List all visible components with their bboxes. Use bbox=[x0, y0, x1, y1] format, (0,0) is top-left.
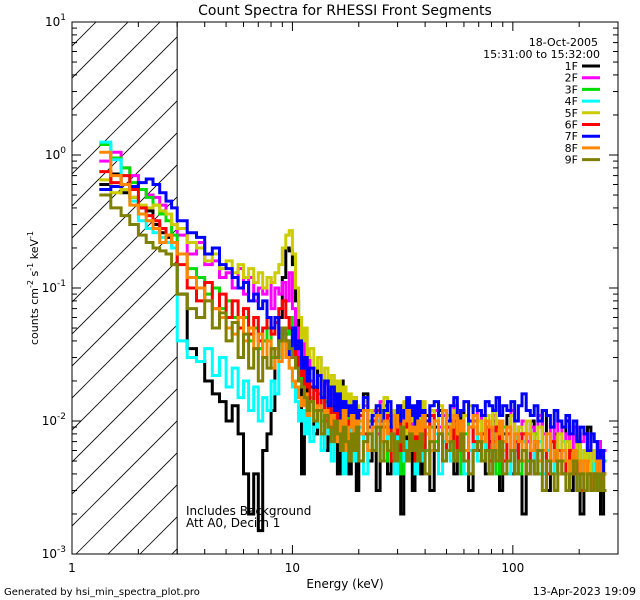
x-tick-label: 1 bbox=[68, 561, 76, 575]
x-tick-label: 100 bbox=[501, 561, 524, 575]
hatch-line bbox=[72, 68, 178, 175]
timestamp-footer: 13-Apr-2023 19:09 bbox=[533, 585, 636, 598]
legend-label-1F: 1F bbox=[565, 60, 578, 73]
series-7F bbox=[99, 177, 607, 476]
x-tick-label: 10 bbox=[285, 561, 300, 575]
y-axis-label-sup1: -2 bbox=[26, 280, 35, 288]
legend-label-7F: 7F bbox=[565, 130, 578, 143]
y-tick-label: 101 bbox=[45, 13, 66, 29]
hatch-line bbox=[72, 22, 161, 111]
legend-label-5F: 5F bbox=[565, 107, 578, 120]
y-axis-label-end: keV bbox=[28, 239, 41, 263]
legend-label-8F: 8F bbox=[565, 142, 578, 155]
y-axis-label-base: counts cm bbox=[28, 288, 41, 345]
series-9F bbox=[99, 193, 607, 492]
y-axis-label-sup3: -1 bbox=[26, 231, 35, 239]
y-tick-label: 10-3 bbox=[42, 545, 66, 561]
hatch-line bbox=[72, 228, 178, 335]
legend-label-9F: 9F bbox=[565, 154, 578, 167]
attenuator-note: Att A0, Decim 1 bbox=[186, 516, 280, 530]
chart-title: Count Spectra for RHESSI Front Segments bbox=[198, 3, 492, 19]
hatch-line bbox=[72, 196, 178, 303]
legend-label-6F: 6F bbox=[565, 119, 578, 132]
axis-tick-labels: 1 10 100 101 100 10-1 10-2 10-3 bbox=[42, 13, 525, 575]
time-range-label: 15:31:00 to 15:32:00 bbox=[483, 48, 600, 61]
y-axis-label-mid: s bbox=[28, 270, 41, 279]
series-layer bbox=[99, 140, 607, 533]
y-tick-label: 10-2 bbox=[42, 412, 66, 428]
y-axis-label-sup2: -1 bbox=[26, 263, 35, 271]
generated-by-footer: Generated by hsi_min_spectra_plot.pro bbox=[4, 587, 200, 598]
series-1F bbox=[99, 172, 607, 533]
legend-label-3F: 3F bbox=[565, 83, 578, 96]
y-tick-label: 100 bbox=[45, 146, 66, 162]
series-5F bbox=[99, 178, 607, 476]
background-note: Includes Background bbox=[186, 504, 311, 518]
y-tick-label: 10-1 bbox=[42, 279, 66, 295]
axis-ticks bbox=[71, 22, 619, 555]
legend-label-2F: 2F bbox=[565, 72, 578, 85]
hatch-line bbox=[72, 420, 178, 527]
legend-label-4F: 4F bbox=[565, 95, 578, 108]
hatch-line bbox=[72, 260, 178, 367]
date-label: 18-Oct-2005 bbox=[529, 36, 598, 49]
hatch-line bbox=[72, 388, 178, 495]
x-axis-label: Energy (keV) bbox=[306, 577, 383, 591]
series-8F bbox=[99, 150, 607, 492]
y-axis-label: counts cm-2 s-1 keV-1 bbox=[26, 231, 41, 345]
hatch-line bbox=[72, 36, 178, 143]
hatch-line bbox=[75, 452, 178, 554]
